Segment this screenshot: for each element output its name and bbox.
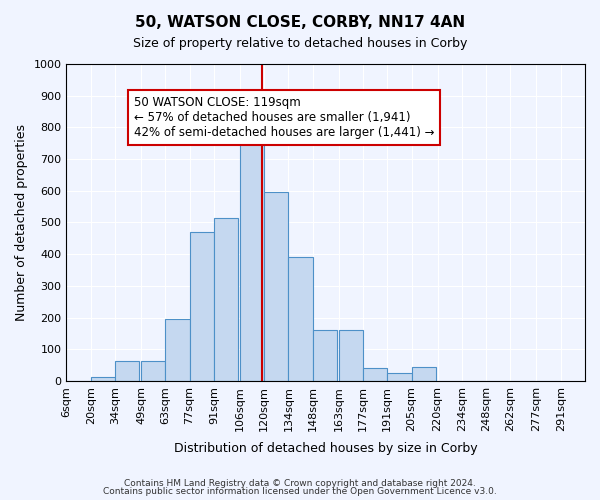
Bar — [264, 192, 289, 381]
Bar — [412, 366, 436, 381]
Bar — [115, 362, 139, 381]
Y-axis label: Number of detached properties: Number of detached properties — [15, 124, 28, 321]
Bar — [91, 377, 115, 381]
Bar — [289, 258, 313, 381]
Bar — [313, 330, 337, 381]
Text: Contains HM Land Registry data © Crown copyright and database right 2024.: Contains HM Land Registry data © Crown c… — [124, 478, 476, 488]
Bar — [165, 319, 190, 381]
Bar — [141, 362, 165, 381]
Bar — [387, 373, 412, 381]
Text: 50 WATSON CLOSE: 119sqm
← 57% of detached houses are smaller (1,941)
42% of semi: 50 WATSON CLOSE: 119sqm ← 57% of detache… — [134, 96, 434, 138]
Bar — [214, 218, 238, 381]
Bar — [339, 330, 363, 381]
Bar — [363, 368, 387, 381]
X-axis label: Distribution of detached houses by size in Corby: Distribution of detached houses by size … — [174, 442, 478, 455]
Bar — [190, 232, 214, 381]
Bar — [240, 142, 264, 381]
Text: Size of property relative to detached houses in Corby: Size of property relative to detached ho… — [133, 38, 467, 51]
Text: 50, WATSON CLOSE, CORBY, NN17 4AN: 50, WATSON CLOSE, CORBY, NN17 4AN — [135, 15, 465, 30]
Text: Contains public sector information licensed under the Open Government Licence v3: Contains public sector information licen… — [103, 488, 497, 496]
